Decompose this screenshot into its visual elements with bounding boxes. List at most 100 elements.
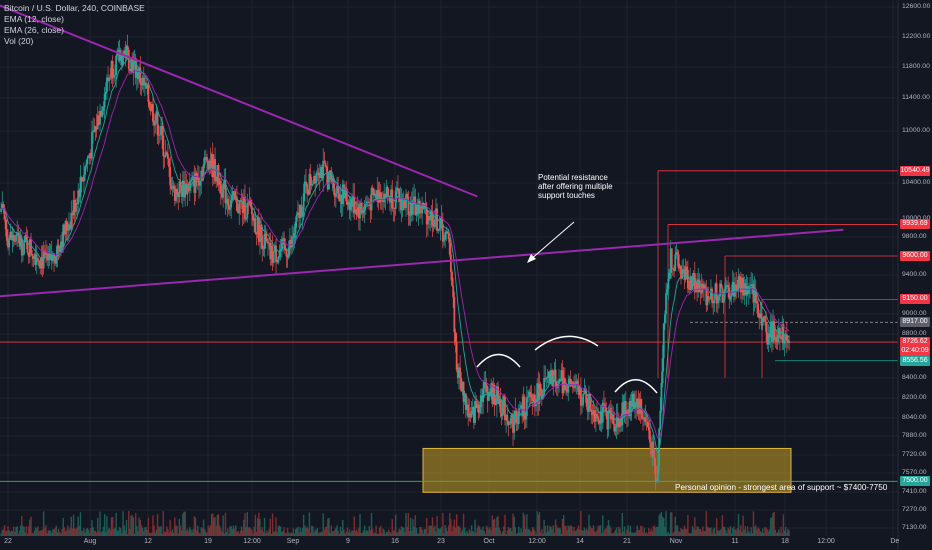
candle-body bbox=[599, 411, 602, 424]
candle-body bbox=[785, 334, 788, 340]
volume-bar bbox=[220, 528, 222, 536]
volume-bar bbox=[743, 529, 745, 536]
candle-body bbox=[244, 196, 246, 220]
candle-body bbox=[124, 50, 127, 59]
symbol-title[interactable]: Bitcoin / U.S. Dollar, 240, COINBASE bbox=[4, 3, 145, 13]
trendlines[interactable] bbox=[0, 3, 844, 299]
volume-bar bbox=[68, 530, 70, 536]
volume-bar bbox=[118, 526, 121, 536]
volume-bar bbox=[590, 527, 592, 536]
volume-bar bbox=[411, 530, 413, 536]
candle-body bbox=[738, 276, 741, 282]
candle-body bbox=[711, 288, 713, 303]
volume-bar bbox=[355, 529, 358, 536]
volume-bar bbox=[16, 526, 18, 536]
volume-bar bbox=[457, 526, 459, 536]
candle-body bbox=[452, 285, 455, 298]
volume-bar bbox=[688, 532, 690, 536]
candle-body bbox=[324, 162, 327, 167]
candle-body bbox=[569, 378, 572, 387]
volume-label[interactable]: Vol (20) bbox=[4, 36, 34, 46]
volume-bar bbox=[615, 527, 618, 536]
arrow-head bbox=[527, 254, 536, 263]
volume-bar bbox=[558, 527, 560, 536]
price-tick-label: 10000.00 bbox=[902, 215, 930, 222]
descending-resistance-line[interactable] bbox=[0, 3, 478, 198]
candle-body bbox=[110, 60, 113, 79]
candle-body bbox=[31, 253, 34, 257]
candle-body bbox=[469, 413, 472, 418]
candle-body bbox=[749, 286, 751, 287]
volume-bar bbox=[92, 527, 94, 536]
ema26-label[interactable]: EMA (26, close) bbox=[4, 25, 64, 35]
candle-body bbox=[591, 412, 594, 416]
volume-bar bbox=[337, 530, 339, 536]
candle-body bbox=[225, 198, 228, 204]
candle-body bbox=[270, 246, 273, 260]
volume-bar bbox=[531, 526, 534, 536]
volume-bar bbox=[33, 530, 36, 536]
candle-body bbox=[257, 217, 260, 242]
candle-body bbox=[430, 210, 433, 220]
candle-body bbox=[666, 289, 669, 294]
candle-body bbox=[492, 384, 495, 404]
volume-bar bbox=[189, 527, 191, 536]
candle-body bbox=[685, 266, 688, 270]
candle-body bbox=[80, 176, 83, 181]
volume-bar bbox=[123, 525, 125, 536]
volume-bar bbox=[495, 527, 497, 536]
candle-body bbox=[20, 238, 23, 256]
volume-bar bbox=[113, 529, 115, 536]
candle-body bbox=[768, 333, 771, 338]
volume-bar bbox=[484, 533, 487, 536]
volume-bar bbox=[394, 514, 397, 536]
volume-bar bbox=[325, 526, 328, 536]
volume-bar bbox=[630, 532, 633, 536]
candle-body bbox=[538, 383, 541, 404]
candle-body bbox=[525, 397, 528, 417]
volume-bar bbox=[200, 527, 202, 536]
volume-bar bbox=[94, 530, 97, 536]
volume-bar bbox=[427, 533, 429, 536]
volume-bar bbox=[584, 530, 587, 536]
volume-bar bbox=[644, 533, 647, 536]
candle-body bbox=[400, 198, 403, 211]
candle-body bbox=[48, 253, 51, 260]
ema12-label[interactable]: EMA (12, close) bbox=[4, 14, 64, 24]
volume-bar bbox=[154, 532, 156, 536]
candle-body bbox=[287, 247, 290, 258]
price-tag: 10540.49 bbox=[900, 165, 930, 176]
candle-body bbox=[635, 402, 638, 407]
volume-bar bbox=[228, 533, 230, 536]
candle-body bbox=[11, 234, 14, 240]
candle-body bbox=[84, 166, 86, 176]
candle-body bbox=[264, 233, 267, 239]
candle-body bbox=[382, 200, 384, 203]
volume-bar bbox=[651, 531, 653, 536]
volume-bar bbox=[375, 525, 377, 536]
candle-body bbox=[677, 254, 680, 269]
volume-bar bbox=[245, 527, 247, 536]
candle-body bbox=[260, 225, 262, 236]
volume-bar bbox=[419, 526, 421, 536]
time-tick-label: 9 bbox=[346, 538, 350, 545]
ascending-trendline-line[interactable] bbox=[0, 228, 844, 299]
candle-body bbox=[524, 416, 527, 420]
volume-bar bbox=[767, 531, 770, 536]
candle-body bbox=[588, 393, 590, 412]
volume-bar bbox=[215, 525, 217, 536]
candle-body bbox=[377, 189, 380, 203]
candle-body bbox=[242, 196, 245, 213]
candle-body bbox=[403, 198, 406, 209]
volume-bar bbox=[702, 526, 704, 536]
candle-body bbox=[650, 442, 652, 455]
candle-body bbox=[155, 111, 158, 121]
candle-body bbox=[432, 225, 435, 227]
candle-body bbox=[741, 277, 743, 293]
candle-body bbox=[291, 236, 294, 247]
candle-body bbox=[485, 384, 488, 392]
candle-body bbox=[612, 414, 615, 425]
candle-body bbox=[476, 404, 479, 409]
volume-bar bbox=[172, 532, 175, 536]
